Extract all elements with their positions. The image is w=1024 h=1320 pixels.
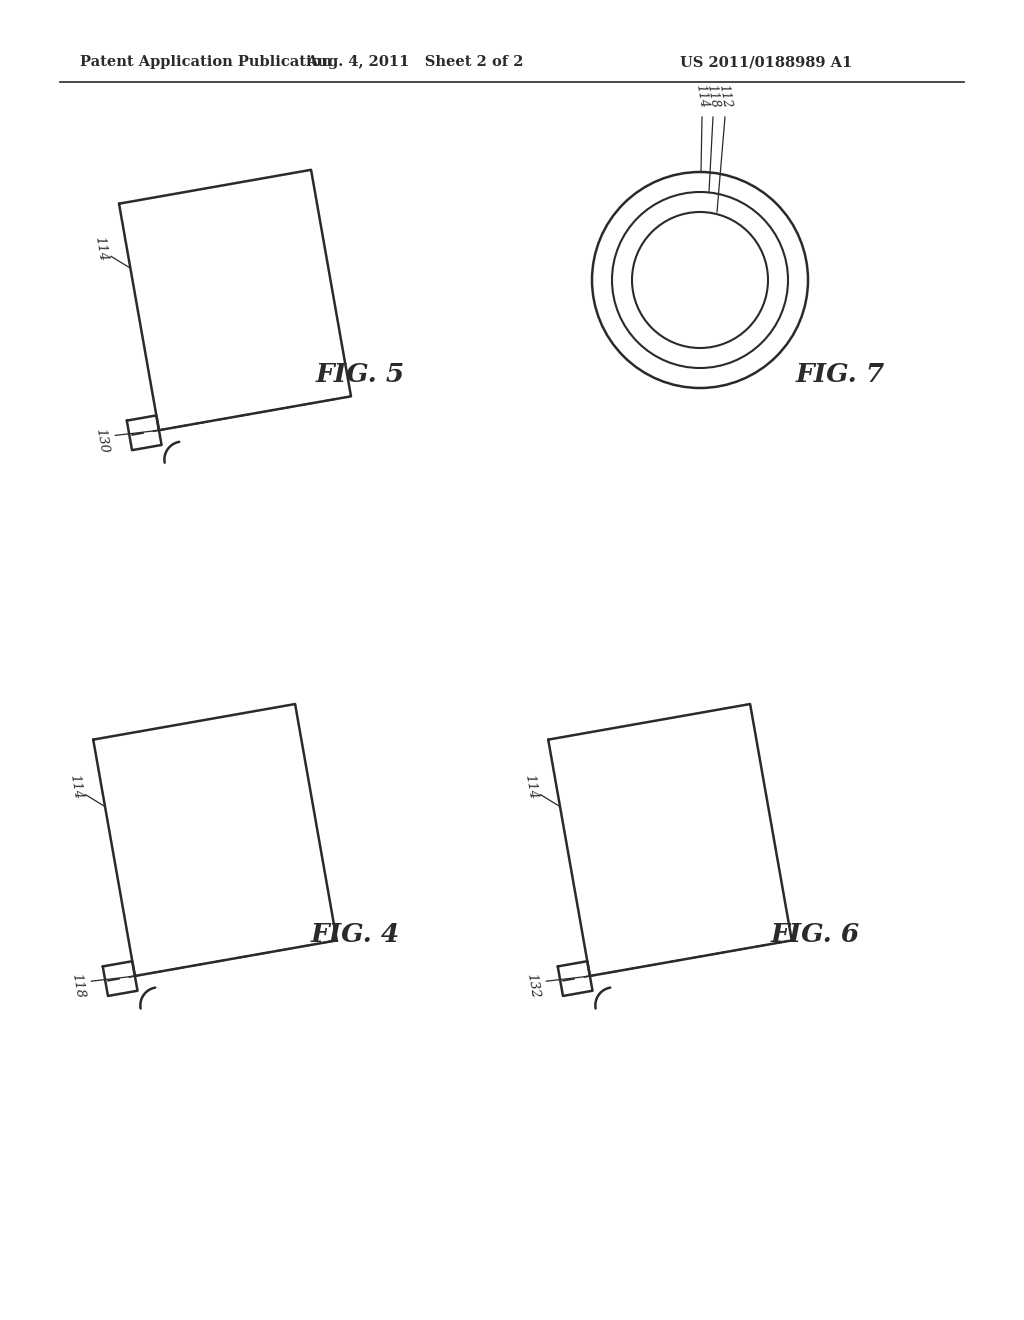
Text: Patent Application Publication: Patent Application Publication [80, 55, 332, 69]
Text: 114: 114 [92, 235, 110, 261]
Text: 114: 114 [67, 774, 84, 800]
Text: 112: 112 [717, 83, 733, 110]
Text: Aug. 4, 2011   Sheet 2 of 2: Aug. 4, 2011 Sheet 2 of 2 [306, 55, 523, 69]
Text: 118: 118 [69, 973, 86, 999]
Text: FIG. 7: FIG. 7 [796, 363, 885, 388]
Text: FIG. 6: FIG. 6 [770, 923, 859, 948]
Text: 118: 118 [705, 83, 722, 110]
Text: FIG. 4: FIG. 4 [310, 923, 399, 948]
Text: 130: 130 [93, 426, 110, 454]
Text: US 2011/0188989 A1: US 2011/0188989 A1 [680, 55, 852, 69]
Text: 114: 114 [522, 774, 540, 800]
Text: 132: 132 [523, 973, 541, 999]
Text: 114: 114 [693, 83, 711, 110]
Text: FIG. 5: FIG. 5 [315, 363, 404, 388]
